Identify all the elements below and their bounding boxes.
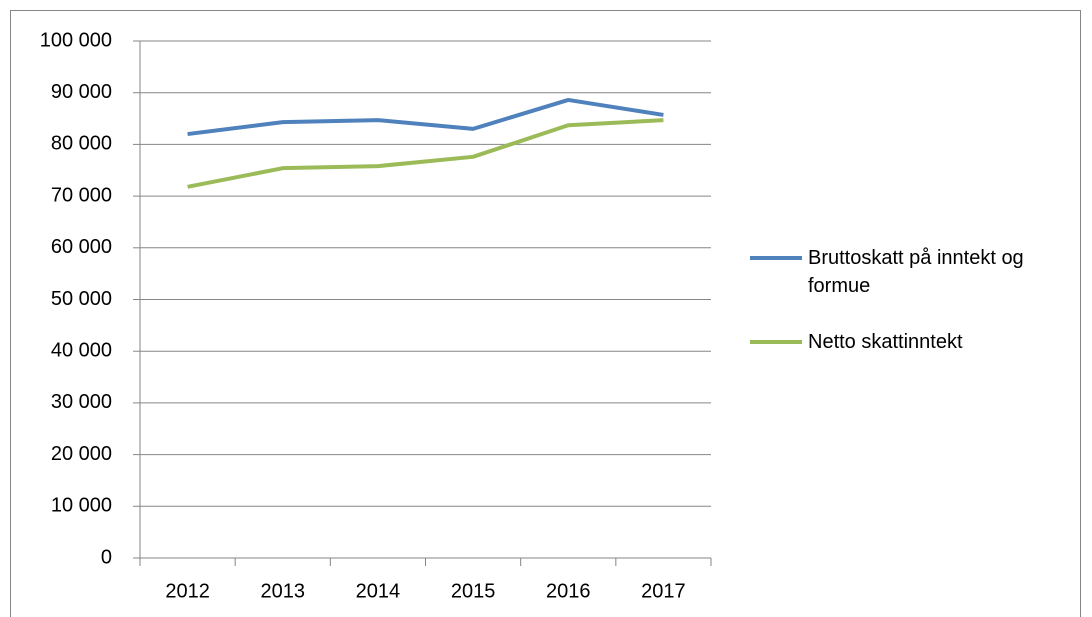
x-tick-label: 2016 [546, 580, 591, 602]
x-tick-label: 2012 [165, 580, 210, 602]
y-tick-label: 30 000 [51, 391, 112, 413]
y-tick-label: 10 000 [51, 495, 112, 517]
y-tick-label: 70 000 [51, 184, 112, 206]
x-tick-label: 2015 [451, 580, 496, 602]
y-tick-label: 100 000 [40, 29, 112, 51]
y-tick-label: 20 000 [51, 443, 112, 465]
y-tick-label: 90 000 [51, 81, 112, 103]
series-line [187, 97, 664, 137]
x-tick-label: 2014 [356, 580, 401, 602]
y-tick-label: 60 000 [51, 236, 112, 258]
y-tick-label: 40 000 [51, 339, 112, 361]
series-line [187, 118, 664, 189]
y-tick-label: 50 000 [51, 288, 112, 310]
y-tick-label: 0 [101, 546, 112, 568]
legend-label: Netto skattinntekt [808, 331, 963, 353]
y-tick-label: 80 000 [51, 133, 112, 155]
chart-frame [10, 10, 1081, 617]
legend-label: Bruttoskatt på inntekt og formue [808, 247, 1024, 297]
x-tick-label: 2013 [261, 580, 306, 602]
x-tick-label: 2017 [641, 580, 686, 602]
